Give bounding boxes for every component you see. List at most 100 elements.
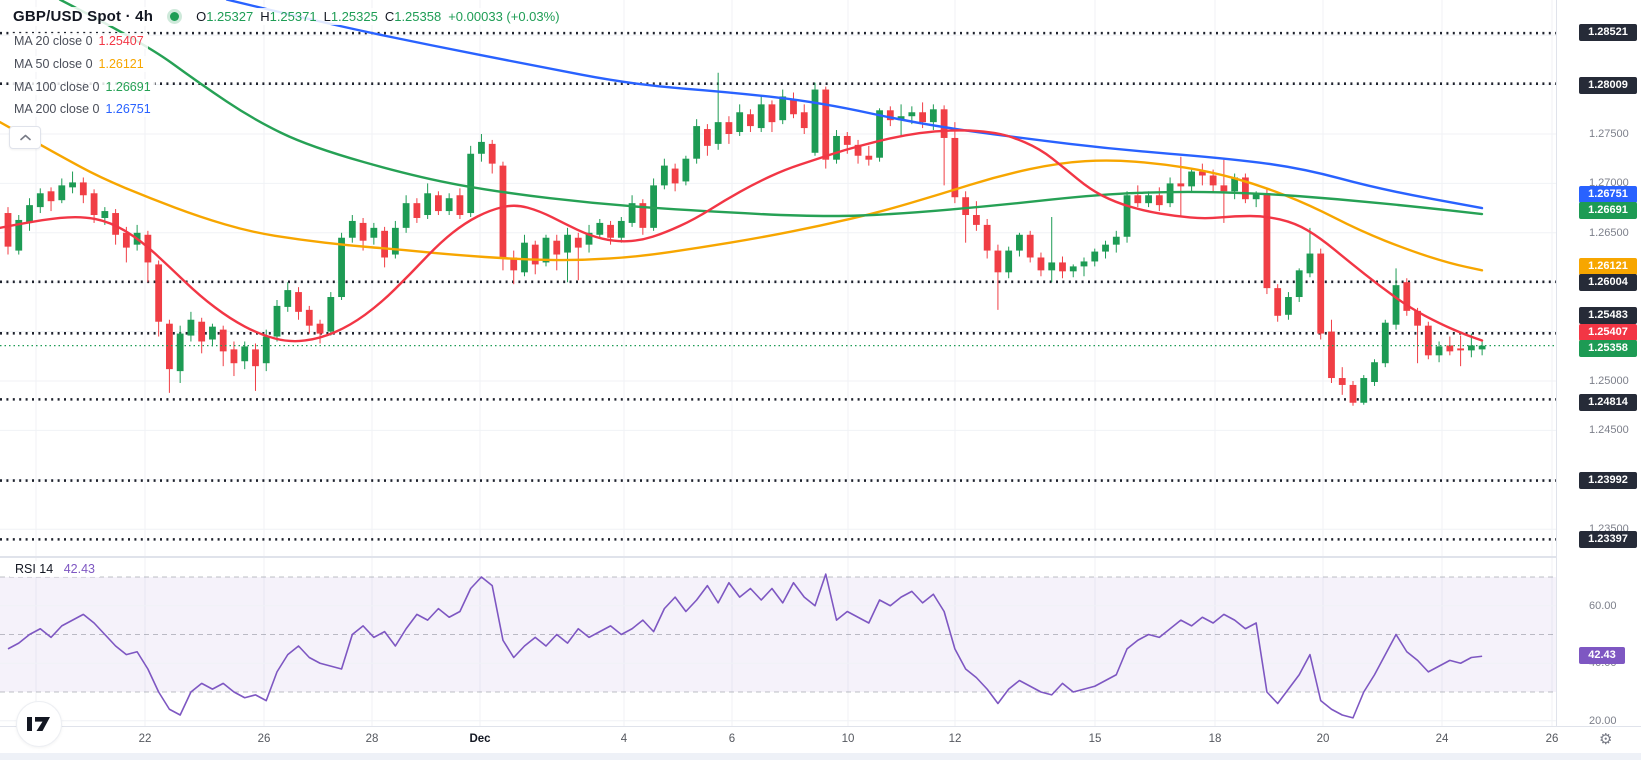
collapse-legend-button[interactable] [9,126,41,149]
candle-up [58,185,66,201]
candle-down [435,195,442,212]
candle-up [1285,297,1292,315]
time-axis-label: 20 [1316,733,1330,745]
candle-up [15,219,23,251]
price-level-badge: 1.24814 [1579,394,1637,411]
ma200-value: 1.26751 [105,102,151,116]
legend-rsi[interactable]: RSI 14 42.43 [10,561,100,577]
candle-up [682,158,690,182]
price-chart-canvas[interactable] [0,0,1556,726]
tradingview-logo[interactable] [16,701,62,747]
time-axis-label: 26 [257,733,271,745]
candle-up [1080,261,1088,267]
candle-down [768,104,776,123]
candle-down [122,232,130,248]
rsi-line [7,573,1483,719]
candle-up [897,116,905,121]
candle-down [4,213,12,247]
candle-up [1360,378,1368,403]
ma20-line [0,129,1484,343]
chart-header: GBP/USD Spot · 4h O1.25327 H1.25371 L1.2… [10,7,563,26]
candle-up [929,109,937,123]
candle-up [445,198,453,212]
candle-up [596,222,604,235]
candle-up [241,346,249,362]
candle-down [198,321,206,342]
candle-down [1037,257,1045,271]
candle-up [693,126,701,159]
candle-down [1274,288,1282,316]
market-status-dot [170,12,180,21]
candle-down [574,237,582,248]
candle-up [1381,322,1389,364]
candle-up [908,112,916,117]
time-axis-label: 6 [728,733,736,745]
axis-settings-gear-icon[interactable]: ⚙ [1599,731,1613,748]
ma200-line [225,0,1484,210]
candle-up [262,336,270,364]
price-level-badge: 1.23992 [1579,472,1637,489]
candle-down [1328,331,1335,379]
candle-down [219,329,227,352]
chevron-up-icon [19,134,31,141]
candle-down [1424,325,1432,356]
rsi-axis-label: 60.00 [1589,600,1617,612]
candle-up [628,203,636,223]
candle-down [252,349,259,367]
candle-down [90,193,98,216]
candle-down [973,215,980,225]
legend-ma100[interactable]: MA 100 close 0 1.26691 [10,79,155,95]
candle-up [876,110,883,158]
candle-up [1069,266,1077,272]
time-axis-label: 22 [138,733,152,745]
indicator-price-badge: 1.26751 [1579,186,1637,203]
legend-ma50[interactable]: MA 50 close 0 1.26121 [10,56,148,72]
candle-down [295,292,302,312]
price-axis-label: 1.24500 [1589,424,1629,436]
candle-down [1026,234,1034,258]
candle-down [747,114,754,127]
candle-down [1403,282,1411,311]
candle-down [919,112,926,123]
time-axis-label: 10 [841,733,855,745]
candle-down [1134,195,1142,204]
candle-up [1252,193,1260,200]
candle-up [811,89,819,153]
candle-up [1123,195,1131,237]
candle-down [822,89,830,160]
price-level-badge: 1.26004 [1579,274,1637,291]
candle-down [1457,348,1464,351]
candle-down [962,197,970,216]
candle-up [1048,262,1056,271]
candle-up [1435,346,1443,356]
time-axis-label: 28 [365,733,379,745]
candle-down [381,230,388,258]
candle-down [488,143,496,164]
candle-down [854,144,862,156]
candle-up [521,242,528,273]
candle-down [983,224,991,251]
candle-down [155,264,163,322]
tradingview-logo-icon [27,717,50,731]
symbol-title[interactable]: GBP/USD Spot · 4h [10,7,157,26]
candle-up [833,135,840,160]
legend-ma20[interactable]: MA 20 close 0 1.25407 [10,33,148,49]
candle-down [1059,262,1066,272]
price-level-badge: 1.25483 [1579,307,1637,324]
candle-up [176,333,184,372]
time-axis[interactable]: 20222628Dec4610121518202426 [0,726,1641,754]
candle-up [327,297,335,332]
candle-down [725,122,733,134]
candle-up [1467,345,1475,351]
candle-down [704,129,711,146]
candle-down [843,135,851,145]
ma100-value: 1.26691 [105,80,151,94]
legend-ma200[interactable]: MA 200 close 0 1.26751 [10,101,155,117]
candle-up [1478,345,1486,350]
candle-down [1263,193,1271,289]
candle-down [359,222,367,241]
candle-down [413,203,421,218]
candle-up [338,237,345,298]
candle-down [1338,378,1346,385]
price-axis[interactable]: 1.27500 1.27000 1.26500 1.25000 1.24500 1.235… [1556,0,1641,727]
